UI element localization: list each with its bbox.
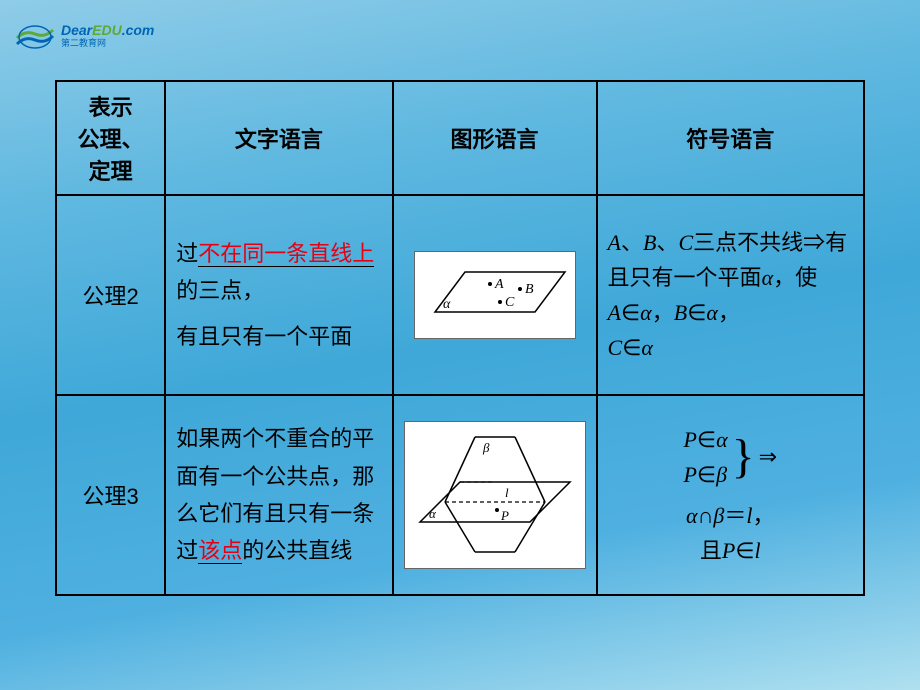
header-col4: 符号语言 [597,81,864,195]
sym-use: ，使 [773,265,817,290]
axiom3-desc-after: 的公共直线 [242,538,352,563]
axiom2-desc-pre: 过 [176,241,198,266]
sym-al2: α [706,300,718,325]
axiom3-label: 公理3 [56,395,165,595]
bracket-icon: } [732,433,755,481]
svg-text:B: B [525,282,534,297]
header-col1-l2: 公理、 [67,122,154,154]
sym-B2: B [674,300,687,325]
sym3-P1: P [683,427,696,452]
axiom2-diagram: A B C α [393,195,597,395]
sym3-in2: ∈ [697,462,716,487]
axiom3-symbol: P∈α P∈β } ⇒ α∩β＝l， 且P∈l [597,395,864,595]
svg-text:α: α [443,297,451,312]
axiom2-desc-rest: 有且只有一个平面 [176,318,381,355]
sym-C: C [678,230,693,255]
table-row: 公理2 过不在同一条直线上的三点， 有且只有一个平面 A B C α [56,195,864,395]
logo-icon [15,20,55,50]
sym-c1: ， [652,300,674,325]
axiom3-desc: 如果两个不重合的平面有一个公共点，那么它们有且只有一条过该点的公共直线 [165,395,392,595]
sym-A: A [608,230,621,255]
logo-word-1: Dear [61,22,92,38]
header-col1-l1: 表示 [67,90,154,122]
diagram-plane-points: A B C α [414,251,576,339]
logo-subtitle: 第二教育网 [61,39,154,48]
sym-al3: α [641,335,653,360]
table-row: 公理3 如果两个不重合的平面有一个公共点，那么它们有且只有一条过该点的公共直线 [56,395,864,595]
svg-text:α: α [429,506,437,521]
sym3-P3: P [722,538,735,563]
axiom2-symbol: A、B、C三点不共线⇒有且只有一个平面α，使 A∈α，B∈α， C∈α [597,195,864,395]
sym3-be: β [713,503,724,528]
sym-alpha: α [762,265,774,290]
sym-in3: ∈ [622,335,641,360]
sym-c2: ， [718,300,740,325]
sym-C2: C [608,335,623,360]
header-col1-l3: 定理 [67,154,154,186]
axiom3-fill: 该点 [198,538,242,564]
sym3-and: 且 [700,538,722,563]
axiom2-desc: 过不在同一条直线上的三点， 有且只有一个平面 [165,195,392,395]
sym3-in3: ∈ [735,538,754,563]
header-col1: 表示 公理、 定理 [56,81,165,195]
axiom2-fill: 不在同一条直线上 [198,241,374,267]
axiom2-label: 公理2 [56,195,165,395]
header-col3: 图形语言 [393,81,597,195]
sym3-al: α [686,503,698,528]
sym3-a: α [716,427,728,452]
sym3-l2: l [755,538,761,563]
sym-al1: α [640,300,652,325]
arrow-icon: ⇒ [759,444,777,470]
svg-text:C: C [505,295,515,310]
diagram-intersecting-planes: l P β α [404,421,586,569]
logo: DearEDU.com 第二教育网 [15,20,154,50]
sym3-in1: ∈ [697,427,716,452]
sym3-cap: ∩ [698,503,714,528]
sym-B: B [643,230,656,255]
svg-text:P: P [500,508,509,523]
sym-in1: ∈ [621,300,640,325]
axiom3-diagram: l P β α [393,395,597,595]
sym-A2: A [608,300,621,325]
axioms-table: 表示 公理、 定理 文字语言 图形语言 符号语言 公理2 过不在同一条直线上的三… [55,80,865,596]
sym3-b: β [716,462,727,487]
sym-in2: ∈ [687,300,706,325]
svg-text:β: β [482,440,490,455]
logo-word-2: EDU [92,22,122,38]
axiom2-desc-mid: 的三点， [176,278,264,303]
header-col2: 文字语言 [165,81,392,195]
sym3-eq: ＝ [724,503,746,528]
svg-text:l: l [505,485,509,500]
table-header-row: 表示 公理、 定理 文字语言 图形语言 符号语言 [56,81,864,195]
sym3-c: ， [753,503,775,528]
sym3-P2: P [683,462,696,487]
logo-word-3: .com [122,22,155,38]
svg-text:A: A [494,277,504,292]
logo-text: DearEDU.com 第二教育网 [61,23,154,48]
